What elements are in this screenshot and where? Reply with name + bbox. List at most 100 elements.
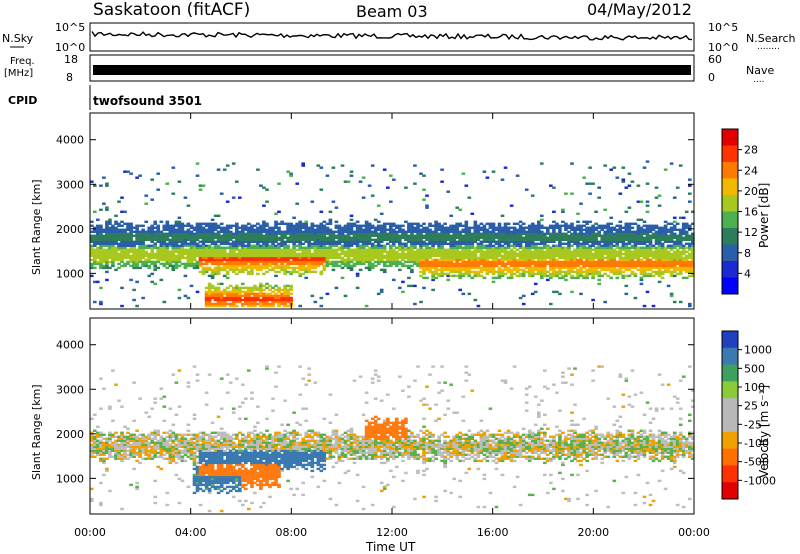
data-cell (295, 240, 300, 243)
data-cell (482, 268, 487, 272)
data-cell (518, 234, 523, 237)
data-cell (331, 238, 336, 241)
data-cell (476, 270, 481, 274)
data-cell (138, 232, 142, 235)
data-cell (177, 240, 182, 243)
data-cell (123, 230, 127, 233)
data-cell (99, 208, 103, 211)
data-cell (512, 232, 517, 235)
data-cell (304, 268, 309, 272)
data-cell (349, 242, 354, 245)
data-cell (280, 252, 284, 256)
data-cell (533, 254, 538, 258)
data-cell (349, 254, 354, 258)
data-cell (141, 248, 145, 251)
data-cell (552, 238, 556, 241)
data-cell (603, 244, 608, 247)
data-cell (555, 236, 559, 239)
data-cell (688, 256, 692, 260)
data-cell (657, 258, 662, 262)
data-cell (274, 274, 278, 278)
data-cell (497, 270, 502, 274)
data-cell (105, 224, 109, 227)
data-cell (334, 264, 339, 268)
data-cell (90, 455, 94, 458)
data-cell (642, 256, 647, 260)
data-cell (337, 252, 342, 256)
data-cell (244, 264, 248, 268)
data-cell (235, 258, 239, 262)
data-cell (343, 258, 348, 262)
data-cell (639, 234, 644, 237)
data-cell (582, 264, 586, 268)
data-cell (177, 264, 182, 268)
data-cell (497, 246, 502, 249)
data-cell (540, 234, 544, 237)
data-cell (648, 236, 653, 239)
data-cell (238, 248, 242, 251)
data-cell (250, 256, 254, 260)
data-cell (691, 262, 695, 266)
data-cell (440, 262, 444, 266)
data-cell (573, 258, 577, 262)
data-cell (582, 252, 586, 256)
data-cell (552, 224, 556, 227)
data-cell (219, 302, 224, 306)
data-cell (579, 226, 583, 229)
data-cell (189, 236, 194, 239)
data-cell (585, 264, 589, 268)
data-cell (225, 264, 230, 268)
data-cell (410, 268, 414, 272)
data-cell (334, 252, 339, 256)
data-cell (292, 250, 296, 253)
data-cell (633, 222, 638, 225)
data-cell (150, 272, 155, 276)
data-cell (389, 244, 393, 247)
data-cell (129, 222, 133, 225)
data-cell (174, 242, 179, 245)
data-cell (573, 230, 577, 233)
data-cell (691, 244, 695, 247)
data-cell (648, 230, 653, 233)
data-cell (286, 240, 290, 243)
data-cell (219, 256, 224, 260)
data-cell (162, 252, 167, 256)
data-cell (259, 266, 263, 270)
data-cell (171, 228, 176, 231)
data-cell (515, 254, 520, 258)
data-cell (537, 238, 541, 241)
data-cell (228, 234, 233, 237)
data-cell (177, 256, 182, 260)
data-cell (159, 232, 164, 235)
data-cell (570, 224, 574, 227)
data-cell (165, 226, 170, 229)
data-cell (645, 248, 650, 251)
data-cell (476, 260, 481, 264)
data-cell (606, 250, 611, 253)
data-cell (512, 252, 517, 256)
data-cell (361, 244, 366, 247)
data-cell (256, 250, 260, 253)
data-cell (600, 224, 605, 227)
data-cell (612, 266, 617, 270)
data-cell (621, 234, 626, 237)
data-cell (174, 244, 179, 247)
data-cell (238, 240, 242, 243)
data-cell (268, 262, 272, 266)
data-cell (222, 230, 227, 233)
data-cell (379, 236, 384, 239)
data-cell (470, 212, 475, 215)
data-cell (434, 228, 438, 231)
data-cell (591, 258, 595, 262)
data-cell (657, 264, 662, 268)
data-cell (500, 246, 505, 249)
data-cell (672, 220, 677, 223)
data-cell (319, 252, 324, 256)
data-cell (413, 256, 417, 260)
data-cell (313, 228, 318, 231)
data-cell (561, 250, 565, 253)
data-cell (198, 228, 203, 231)
data-cell (256, 266, 260, 270)
data-cell (431, 236, 435, 239)
data-cell (606, 266, 611, 270)
